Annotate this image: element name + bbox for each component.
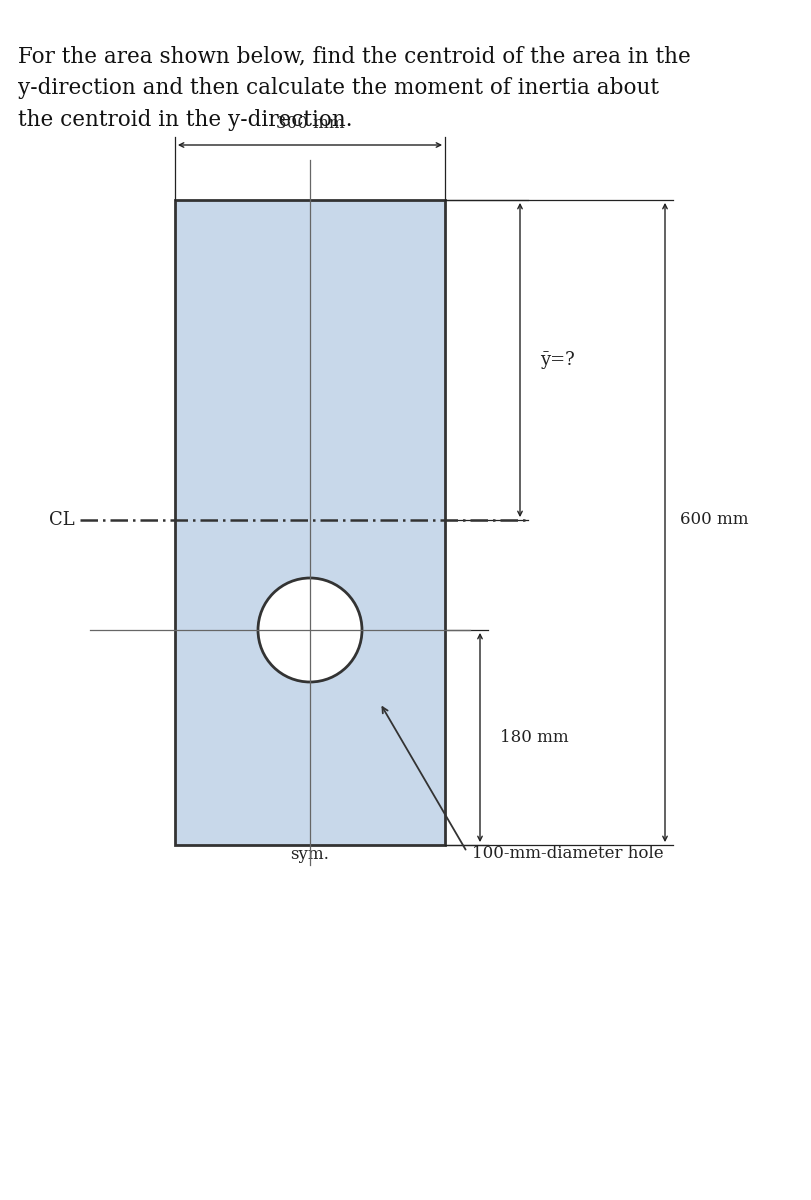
Text: For the area shown below, find the centroid of the area in the
y-direction and t: For the area shown below, find the centr… xyxy=(18,44,691,132)
Text: 180 mm: 180 mm xyxy=(500,730,569,746)
Bar xyxy=(175,200,445,845)
Text: 600 mm: 600 mm xyxy=(680,511,749,528)
Text: 100-mm-diameter hole: 100-mm-diameter hole xyxy=(472,845,663,862)
Text: CL: CL xyxy=(49,511,75,529)
Text: 300 mm: 300 mm xyxy=(276,115,345,132)
Text: ȳ=?: ȳ=? xyxy=(540,350,575,370)
Circle shape xyxy=(258,578,362,682)
Text: sym.: sym. xyxy=(290,846,329,863)
